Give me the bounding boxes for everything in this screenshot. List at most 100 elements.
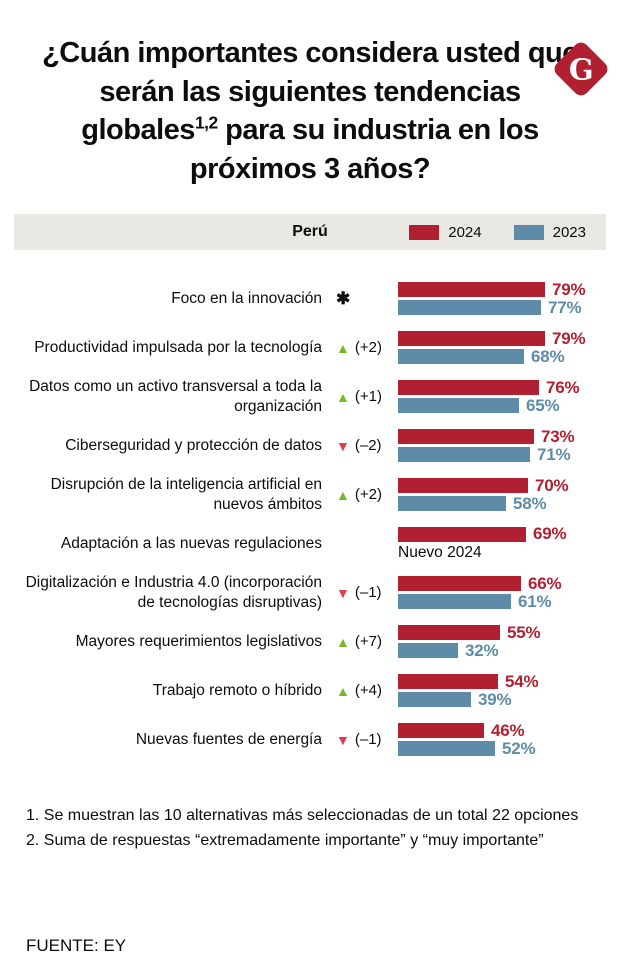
bar-2023-value: 61% (518, 591, 552, 611)
chart-row: Adaptación a las nuevas regulaciones 69% N… (0, 519, 620, 568)
bar-2023-value: 68% (531, 346, 565, 366)
bar-2023-value: 39% (478, 689, 512, 709)
bar-group: 79% 68% (398, 328, 620, 366)
bar-2023-value: 71% (537, 444, 571, 464)
category-label: Mayores requerimientos legislativos (75, 632, 322, 650)
bar-group: 69% Nuevo 2024 (398, 524, 620, 561)
bar-2024 (398, 526, 526, 542)
change-value: (+4) (354, 682, 382, 700)
change-value: (+2) (354, 486, 382, 504)
bar-2024-line: 76% (398, 377, 620, 397)
bar-2024 (398, 576, 521, 592)
footnote-1: 1. Se muestran las 10 alternativas más s… (26, 807, 579, 825)
bar-group: 70% 58% (398, 475, 620, 513)
change-value: (+1) (354, 388, 382, 406)
bar-2024-value: 46% (491, 720, 525, 740)
change-indicator: ▲ (+2) (322, 486, 398, 503)
bar-2023-line: 61% (398, 591, 620, 611)
category-label: Datos como un activo transversal a toda … (29, 377, 322, 415)
bar-2024 (398, 380, 539, 396)
bar-2024 (398, 429, 534, 445)
bar-2023 (398, 300, 541, 316)
bar-2023-line: 77% (398, 297, 620, 317)
chart-row: Disrupción de la inteligencia artificial… (0, 470, 620, 519)
bar-2024 (398, 478, 528, 494)
chart-title: ¿Cuán importantes considera usted que se… (38, 34, 582, 188)
bar-2023-value: 77% (548, 297, 582, 317)
bar-2023-line: 65% (398, 395, 620, 415)
asterisk-marker: ✱ (336, 288, 351, 308)
bar-2023-value: 32% (465, 640, 499, 660)
bar-2024-line: 66% (398, 573, 620, 593)
bar-2023-line: 71% (398, 444, 620, 464)
bar-2024 (398, 282, 545, 298)
bar-2023-line: 32% (398, 640, 620, 660)
footnotes: 1. Se muestran las 10 alternativas más s… (26, 804, 594, 854)
new-2024-note: Nuevo 2024 (398, 543, 482, 561)
change-value: (+2) (354, 339, 382, 357)
bar-2024-line: 69% (398, 524, 620, 543)
bar-2024-line: 70% (398, 475, 620, 495)
change-indicator: ▼ (–1) (322, 584, 398, 601)
bar-2023 (398, 692, 471, 708)
change-indicator: ▲ (+1) (322, 388, 398, 405)
triangle-up-icon: ▲ (336, 682, 350, 699)
triangle-up-icon: ▲ (336, 486, 350, 503)
bar-2023-line: 52% (398, 739, 620, 758)
bar-2023-value: 65% (526, 395, 560, 415)
legend-item-2023: 2023 (513, 223, 586, 241)
legend-2024-swatch (409, 224, 440, 240)
category-label: Adaptación a las nuevas regulaciones (60, 534, 322, 552)
bar-2023-line: 39% (398, 689, 620, 709)
category-label: Ciberseguridad y protección de datos (65, 436, 322, 454)
bar-2024-line: 79% (398, 279, 620, 299)
chart-row: Trabajo remoto o híbrido ▲ (+4) 54% 39% (0, 666, 620, 715)
change-value: (–1) (354, 584, 382, 602)
bar-group: 55% 32% (398, 622, 620, 660)
title-part2: para su industria en los próximos 3 años… (189, 114, 539, 185)
legend-item-2024: 2024 (409, 223, 482, 241)
change-indicator: ▼ (–1) (322, 731, 398, 748)
bar-2024-value: 66% (528, 573, 562, 593)
source-label: FUENTE: EY (26, 936, 127, 955)
chart-row: Nuevas fuentes de energía ▼ (–1) 46% 52% (0, 715, 620, 764)
bar-2024-value: 55% (507, 622, 541, 642)
bar-group: 46% 52% (398, 720, 620, 758)
category-label: Nuevas fuentes de energía (135, 730, 322, 748)
bar-2024 (398, 723, 484, 739)
category-label: Foco en la innovación (171, 289, 322, 307)
triangle-up-icon: ▲ (336, 388, 350, 405)
bar-2023-line: 58% (398, 494, 620, 513)
bar-2024-line: 46% (398, 720, 620, 740)
bar-chart: Foco en la innovación ✱ 79% 77% Productivida… (0, 274, 620, 764)
category-label: Trabajo remoto o híbrido (152, 681, 322, 699)
triangle-down-icon: ▼ (336, 584, 350, 601)
bar-2024-line: 54% (398, 671, 620, 691)
bar-2023-line: 68% (398, 346, 620, 366)
bar-2024 (398, 625, 500, 641)
triangle-down-icon: ▼ (336, 731, 350, 748)
title-part1: ¿Cuán importantes considera usted que se… (42, 37, 578, 147)
change-indicator: ▼ (–2) (322, 437, 398, 454)
bar-2024-value: 76% (546, 377, 580, 397)
bar-group: 79% 77% (398, 279, 620, 317)
chart-row: Productividad impulsada por la tecnologí… (0, 323, 620, 372)
bar-2024 (398, 674, 498, 690)
category-label: Productividad impulsada por la tecnologí… (34, 338, 322, 356)
bar-2024-value: 70% (535, 475, 569, 495)
bar-2024-value: 79% (552, 328, 586, 348)
bar-2024-value: 54% (505, 671, 539, 691)
change-value: (+7) (354, 633, 382, 651)
bar-group: 73% 71% (398, 427, 620, 464)
change-indicator: ▲ (+7) (322, 633, 398, 650)
bar-2023 (398, 643, 458, 659)
category-label: Disrupción de la inteligencia artificial… (50, 475, 322, 513)
legend-2024-label: 2024 (448, 223, 482, 241)
chart-row: Ciberseguridad y protección de datos ▼ (–2… (0, 421, 620, 470)
legend-bar: Perú 2024 2023 (14, 214, 606, 251)
chart-row: Digitalización e Industria 4.0 (incorpor… (0, 568, 620, 617)
change-indicator: ▲ (+4) (322, 682, 398, 699)
legend-2023-label: 2023 (552, 223, 586, 241)
bar-2024-value: 79% (552, 279, 586, 299)
bar-2023 (398, 594, 511, 610)
